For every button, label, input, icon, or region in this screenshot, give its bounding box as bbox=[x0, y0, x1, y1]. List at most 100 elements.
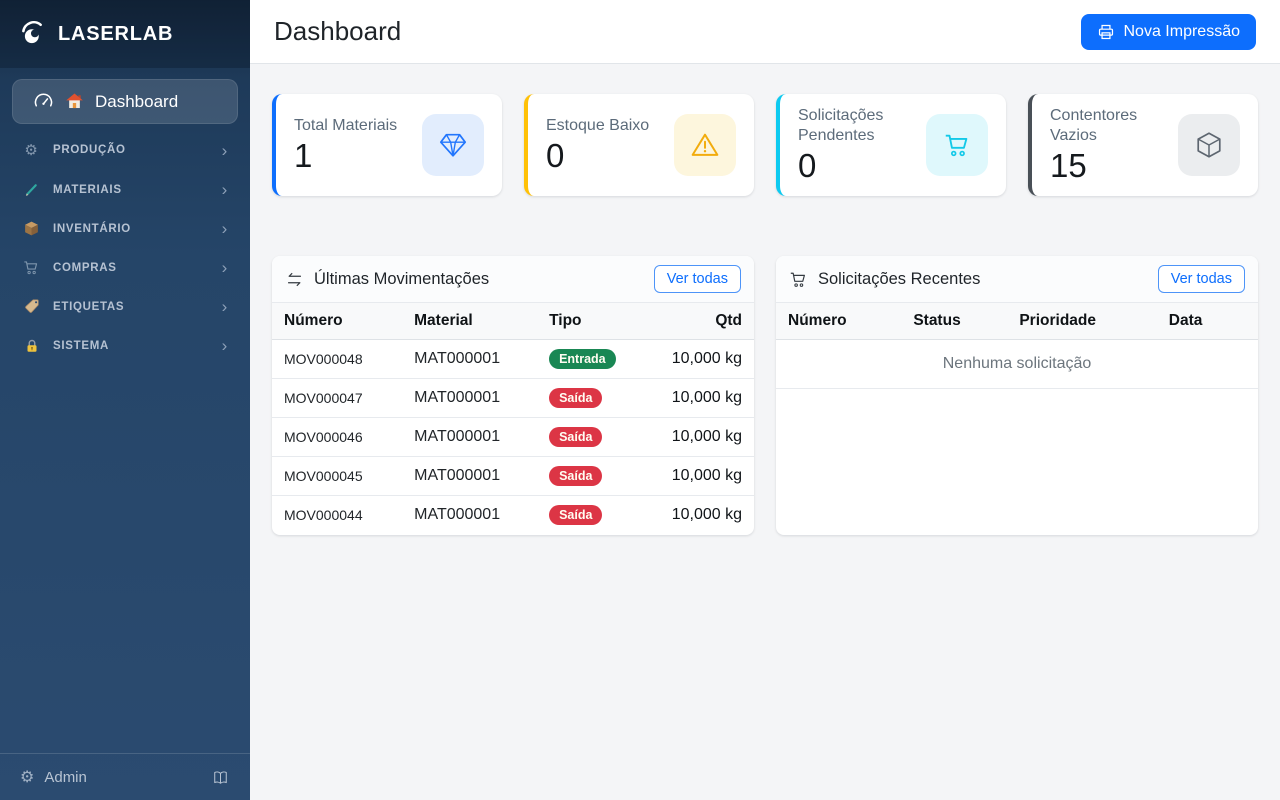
stat-label: Contentores Vazios bbox=[1050, 107, 1138, 145]
main-area: Dashboard Nova Impressão Total Materiais bbox=[250, 0, 1280, 800]
empty-state-row: Nenhuma solicitação bbox=[776, 339, 1258, 389]
movement-material: MAT000001 bbox=[402, 417, 538, 457]
gauge-icon bbox=[33, 91, 54, 112]
requests-view-all-button[interactable]: Ver todas bbox=[1157, 265, 1245, 293]
brand-name: LASERLAB bbox=[58, 22, 174, 45]
column-header: Tipo bbox=[537, 303, 644, 340]
gem-icon bbox=[422, 114, 484, 176]
status-badge: Saída bbox=[549, 388, 603, 408]
sidebar-item-label: COMPRAS bbox=[53, 261, 117, 274]
sidebar-footer: ⚙ Admin bbox=[0, 753, 250, 800]
movement-material: MAT000001 bbox=[402, 339, 538, 379]
sidebar-item-inventario[interactable]: INVENTÁRIO › bbox=[0, 209, 250, 248]
movement-material: MAT000001 bbox=[402, 456, 538, 496]
movements-panel: Últimas Movimentações Ver todas Número M… bbox=[272, 256, 754, 535]
page-title: Dashboard bbox=[274, 16, 402, 46]
chevron-right-icon: › bbox=[221, 297, 228, 316]
column-header: Data bbox=[1156, 303, 1258, 340]
stat-label: Solicitações Pendentes bbox=[798, 107, 884, 145]
sidebar-item-label: INVENTÁRIO bbox=[53, 222, 131, 235]
chevron-right-icon: › bbox=[221, 180, 228, 199]
cart-icon bbox=[789, 270, 808, 289]
warning-icon bbox=[674, 114, 736, 176]
cart-icon bbox=[926, 114, 988, 176]
sidebar-item-materiais[interactable]: MATERIAIS › bbox=[0, 170, 250, 209]
empty-space bbox=[776, 389, 1258, 535]
status-badge: Saída bbox=[549, 505, 603, 525]
package-icon bbox=[22, 220, 41, 237]
table-row: MOV000047 MAT000001 Saída 10,000 kg bbox=[272, 378, 754, 418]
requests-panel-header: Solicitações Recentes Ver todas bbox=[776, 256, 1258, 303]
movements-panel-title: Últimas Movimentações bbox=[314, 269, 490, 288]
movement-qty: 10,000 kg bbox=[643, 339, 754, 379]
movement-qty: 10,000 kg bbox=[671, 506, 742, 523]
chevron-right-icon: › bbox=[221, 336, 228, 355]
sidebar-item-sistema[interactable]: SISTEMA › bbox=[0, 326, 250, 365]
empty-state-message: Nenhuma solicitação bbox=[776, 339, 1258, 389]
admin-user-label[interactable]: Admin bbox=[44, 768, 87, 786]
movement-material: MAT000001 bbox=[402, 378, 538, 418]
lock-icon bbox=[22, 338, 41, 354]
stat-card-solicitacoes-pendentes: Solicitações Pendentes 0 bbox=[776, 94, 1006, 196]
content: Total Materiais 1 Estoque Baixo 0 bbox=[250, 64, 1280, 800]
table-row: MOV000044 MAT000001 Saída 10,000 kg bbox=[272, 496, 754, 535]
requests-panel-title: Solicitações Recentes bbox=[818, 269, 981, 288]
stat-card-contentores-vazios: Contentores Vazios 15 bbox=[1028, 94, 1258, 196]
panels: Últimas Movimentações Ver todas Número M… bbox=[272, 256, 1258, 535]
table-row: MOV000045 MAT000001 Saída 10,000 kg bbox=[272, 456, 754, 496]
status-badge: Saída bbox=[549, 427, 603, 447]
sidebar-item-label: PRODUÇÃO bbox=[53, 144, 126, 156]
movements-table: Número Material Tipo Qtd MOV000048 MAT00… bbox=[272, 303, 754, 534]
nova-impressao-button[interactable]: Nova Impressão bbox=[1080, 13, 1256, 50]
topbar: Dashboard Nova Impressão bbox=[250, 0, 1280, 64]
sidebar-item-etiquetas[interactable]: ETIQUETAS › bbox=[0, 287, 250, 326]
column-header: Material bbox=[402, 303, 538, 340]
movement-qty: 10,000 kg bbox=[643, 378, 754, 418]
gear-icon: ⚙ bbox=[24, 142, 39, 159]
house-icon bbox=[65, 92, 84, 111]
movements-panel-header: Últimas Movimentações Ver todas bbox=[272, 256, 754, 303]
column-header: Número bbox=[272, 303, 403, 340]
sidebar: LASERLAB Dashboard bbox=[0, 0, 250, 800]
chevron-right-icon: › bbox=[221, 258, 228, 277]
movement-number: MOV000048 bbox=[272, 339, 403, 379]
printer-icon bbox=[1097, 23, 1115, 41]
transfer-arrows-icon bbox=[285, 270, 304, 289]
requests-table: Número Status Prioridade Data Nenhuma so… bbox=[776, 303, 1258, 535]
movement-material: MAT000001 bbox=[414, 506, 501, 523]
sidebar-item-compras[interactable]: COMPRAS › bbox=[0, 248, 250, 287]
movements-view-all-button[interactable]: Ver todas bbox=[653, 265, 741, 293]
movement-number: MOV000046 bbox=[272, 417, 403, 457]
sidebar-item-label: Dashboard bbox=[95, 91, 179, 111]
sidebar-item-label: MATERIAIS bbox=[53, 183, 122, 196]
movement-number: MOV000047 bbox=[272, 378, 403, 418]
column-header: Número bbox=[776, 303, 902, 340]
chevron-right-icon: › bbox=[221, 219, 228, 238]
cube-icon bbox=[1178, 114, 1240, 176]
column-header: Status bbox=[901, 303, 1008, 340]
nova-impressao-label: Nova Impressão bbox=[1123, 22, 1241, 40]
brand: LASERLAB bbox=[0, 0, 250, 68]
movement-number: MOV000044 bbox=[284, 507, 363, 523]
movement-qty: 10,000 kg bbox=[643, 417, 754, 457]
laserlab-logo-icon bbox=[20, 20, 47, 48]
stat-value: 0 bbox=[546, 137, 565, 175]
movement-number: MOV000045 bbox=[272, 456, 403, 496]
tag-icon bbox=[22, 298, 41, 315]
stat-label: Estoque Baixo bbox=[546, 117, 650, 135]
status-badge: Saída bbox=[549, 466, 603, 486]
status-badge: Entrada bbox=[549, 349, 616, 369]
column-header: Qtd bbox=[643, 303, 754, 340]
stat-card-total-materiais: Total Materiais 1 bbox=[272, 94, 502, 196]
sidebar-item-label: SISTEMA bbox=[53, 339, 110, 352]
requests-panel: Solicitações Recentes Ver todas Número S… bbox=[776, 256, 1258, 535]
book-icon[interactable] bbox=[211, 768, 230, 787]
gear-icon: ⚙ bbox=[20, 769, 35, 786]
sidebar-item-producao[interactable]: ⚙ PRODUÇÃO › bbox=[0, 130, 250, 170]
table-row: MOV000046 MAT000001 Saída 10,000 kg bbox=[272, 417, 754, 457]
sidebar-item-dashboard[interactable]: Dashboard bbox=[12, 79, 238, 124]
stat-cards: Total Materiais 1 Estoque Baixo 0 bbox=[272, 94, 1258, 196]
stat-card-estoque-baixo: Estoque Baixo 0 bbox=[524, 94, 754, 196]
stat-value: 15 bbox=[1050, 147, 1087, 185]
movement-qty: 10,000 kg bbox=[643, 456, 754, 496]
